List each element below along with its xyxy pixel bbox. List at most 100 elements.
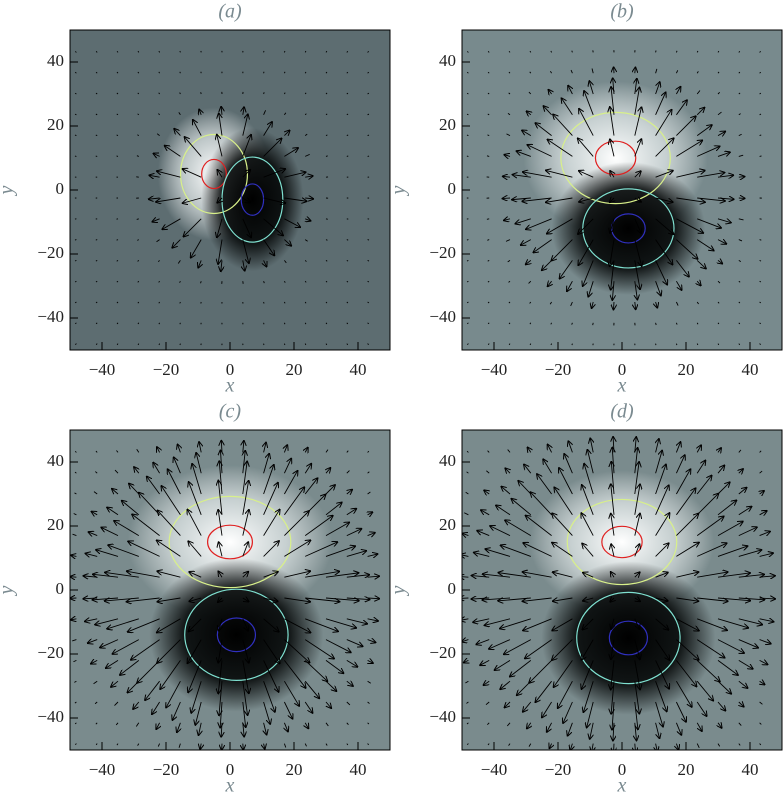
arrow <box>738 507 752 516</box>
arrow <box>697 597 727 601</box>
arrow <box>738 322 741 325</box>
arrow <box>696 494 718 516</box>
arrow <box>655 281 661 295</box>
y-tick-label: 0 <box>448 179 457 198</box>
panel <box>70 430 390 750</box>
arrow <box>304 280 307 283</box>
arrow <box>529 660 552 682</box>
arrow <box>523 701 532 712</box>
arrow <box>759 71 762 74</box>
arrow <box>263 281 265 284</box>
arrow <box>263 483 278 515</box>
arrow <box>367 322 369 325</box>
panel-title: (b) <box>610 1 634 23</box>
arrow <box>466 280 469 283</box>
arrow <box>501 545 531 557</box>
arrow <box>200 281 202 284</box>
arrow <box>584 464 594 495</box>
arrow <box>738 71 741 74</box>
arrow <box>676 116 695 136</box>
arrow <box>570 743 572 750</box>
arrow <box>567 280 573 291</box>
arrow <box>717 466 724 474</box>
arrow <box>346 343 349 346</box>
x-tick-label: 40 <box>350 360 367 379</box>
contour <box>207 524 254 560</box>
arrow <box>75 343 77 345</box>
arrow <box>675 455 684 474</box>
arrow <box>526 516 552 536</box>
arrow <box>263 169 286 178</box>
arrow <box>717 573 750 578</box>
arrow <box>508 343 511 346</box>
arrow <box>284 239 291 246</box>
arrow <box>116 113 119 116</box>
arrow <box>326 468 330 473</box>
arrow <box>137 343 140 346</box>
arrow <box>655 260 668 284</box>
arrow <box>131 639 160 660</box>
arrow <box>487 722 490 725</box>
arrow <box>550 343 553 346</box>
arrow <box>676 140 702 157</box>
arrow <box>486 155 490 157</box>
arrow <box>477 531 490 537</box>
arrow <box>137 743 140 746</box>
arrow <box>136 449 140 453</box>
arrow <box>635 448 638 474</box>
arrow <box>74 471 77 474</box>
arrow <box>582 485 594 515</box>
y-tick-label: 0 <box>448 579 457 598</box>
arrow <box>242 572 248 578</box>
arrow <box>120 660 140 675</box>
arrow <box>675 343 678 346</box>
arrow <box>568 722 573 736</box>
arrow <box>559 468 573 495</box>
arrow <box>367 722 370 725</box>
arrow <box>738 113 741 116</box>
arrow <box>346 92 349 95</box>
arrow <box>550 70 552 74</box>
arrow <box>635 281 638 299</box>
arrow <box>367 239 370 241</box>
arrow <box>263 541 279 557</box>
arrow <box>717 92 720 95</box>
arrow <box>199 110 201 115</box>
arrow <box>108 545 139 557</box>
arrow <box>178 445 181 453</box>
arrow <box>738 574 764 577</box>
arrow <box>524 465 532 474</box>
arrow <box>489 639 511 649</box>
arrow <box>158 301 160 304</box>
arrow <box>325 134 328 136</box>
arrow <box>263 139 282 157</box>
arrow <box>583 598 594 601</box>
arrow <box>284 471 297 495</box>
arrow <box>217 170 222 178</box>
arrow <box>717 198 734 199</box>
arrow <box>507 260 511 263</box>
arrow <box>480 660 490 665</box>
arrow <box>116 134 119 137</box>
contour <box>184 588 289 682</box>
arrow <box>127 571 160 578</box>
arrow <box>466 51 469 53</box>
arrow <box>490 526 511 537</box>
arrow <box>367 343 369 346</box>
arrow <box>550 322 552 325</box>
arrow <box>481 510 490 515</box>
arrow <box>531 492 552 516</box>
arrow <box>487 322 490 325</box>
arrow <box>696 743 700 748</box>
arrow <box>522 130 532 136</box>
arrow <box>517 151 531 157</box>
arrow <box>635 301 636 309</box>
arrow <box>96 550 119 557</box>
arrow <box>346 575 369 577</box>
arrow <box>243 260 245 270</box>
arrow <box>655 598 668 601</box>
arrow <box>610 107 615 136</box>
arrow <box>147 477 160 495</box>
arrow <box>739 702 744 707</box>
